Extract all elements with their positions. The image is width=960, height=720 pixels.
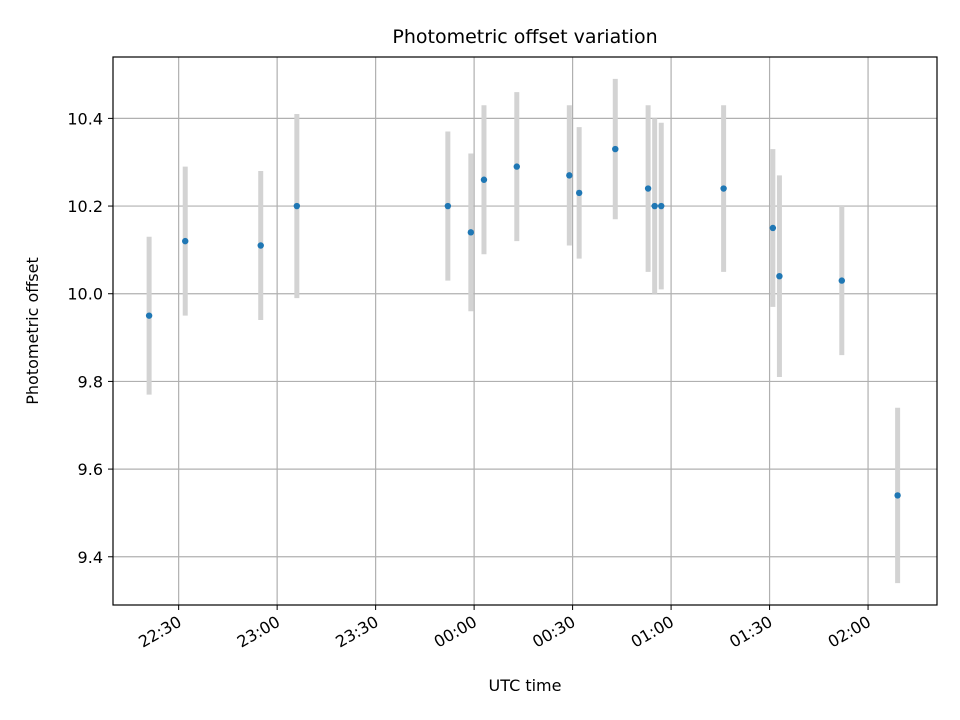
x-axis-ticks: 22:30 23:00 23:30 00:00 00:30 01:00 01:30 02:00 — [135, 605, 874, 652]
data-point — [444, 202, 452, 210]
data-point — [769, 224, 777, 232]
x-tick-label: 01:30 — [726, 612, 775, 652]
x-axis-label: UTC time — [489, 676, 562, 695]
data-point — [658, 202, 665, 210]
x-tick-label: 23:00 — [234, 612, 283, 652]
x-tick-label: 02:00 — [825, 612, 874, 652]
data-point — [182, 237, 189, 245]
y-axis-ticks: 9.4 9.6 9.8 10.0 10.2 10.4 — [67, 109, 113, 567]
y-tick-label: 9.8 — [78, 372, 103, 391]
x-tick-label: 23:30 — [332, 612, 381, 652]
x-tick-label: 22:30 — [135, 612, 184, 652]
data-point — [293, 202, 301, 210]
y-tick-label: 10.2 — [67, 197, 103, 216]
data-point — [257, 242, 264, 249]
y-tick-label: 9.4 — [78, 548, 103, 567]
chart-title: Photometric offset variation — [392, 26, 657, 48]
y-tick-label: 10.4 — [67, 109, 103, 128]
data-point — [575, 189, 583, 197]
data-point — [644, 185, 652, 192]
data-point — [480, 176, 488, 183]
data-point — [838, 277, 845, 284]
data-point — [566, 172, 573, 179]
data-point — [612, 145, 619, 153]
plot-frame — [112, 56, 938, 606]
data-point — [894, 492, 901, 499]
y-axis-label: Photometric offset — [23, 257, 42, 405]
data-point — [720, 185, 727, 192]
y-tick-label: 9.6 — [78, 460, 103, 479]
data-points — [145, 145, 901, 499]
data-point — [651, 202, 658, 210]
data-point — [467, 229, 475, 236]
data-point — [513, 163, 520, 170]
x-tick-label: 00:30 — [529, 612, 578, 652]
data-point — [776, 273, 783, 280]
error-bars — [146, 78, 901, 584]
x-tick-label: 01:00 — [628, 612, 677, 652]
y-tick-label: 10.0 — [67, 285, 103, 304]
grid-lines — [113, 57, 937, 605]
x-tick-label: 00:00 — [431, 612, 480, 652]
data-point — [145, 312, 153, 319]
